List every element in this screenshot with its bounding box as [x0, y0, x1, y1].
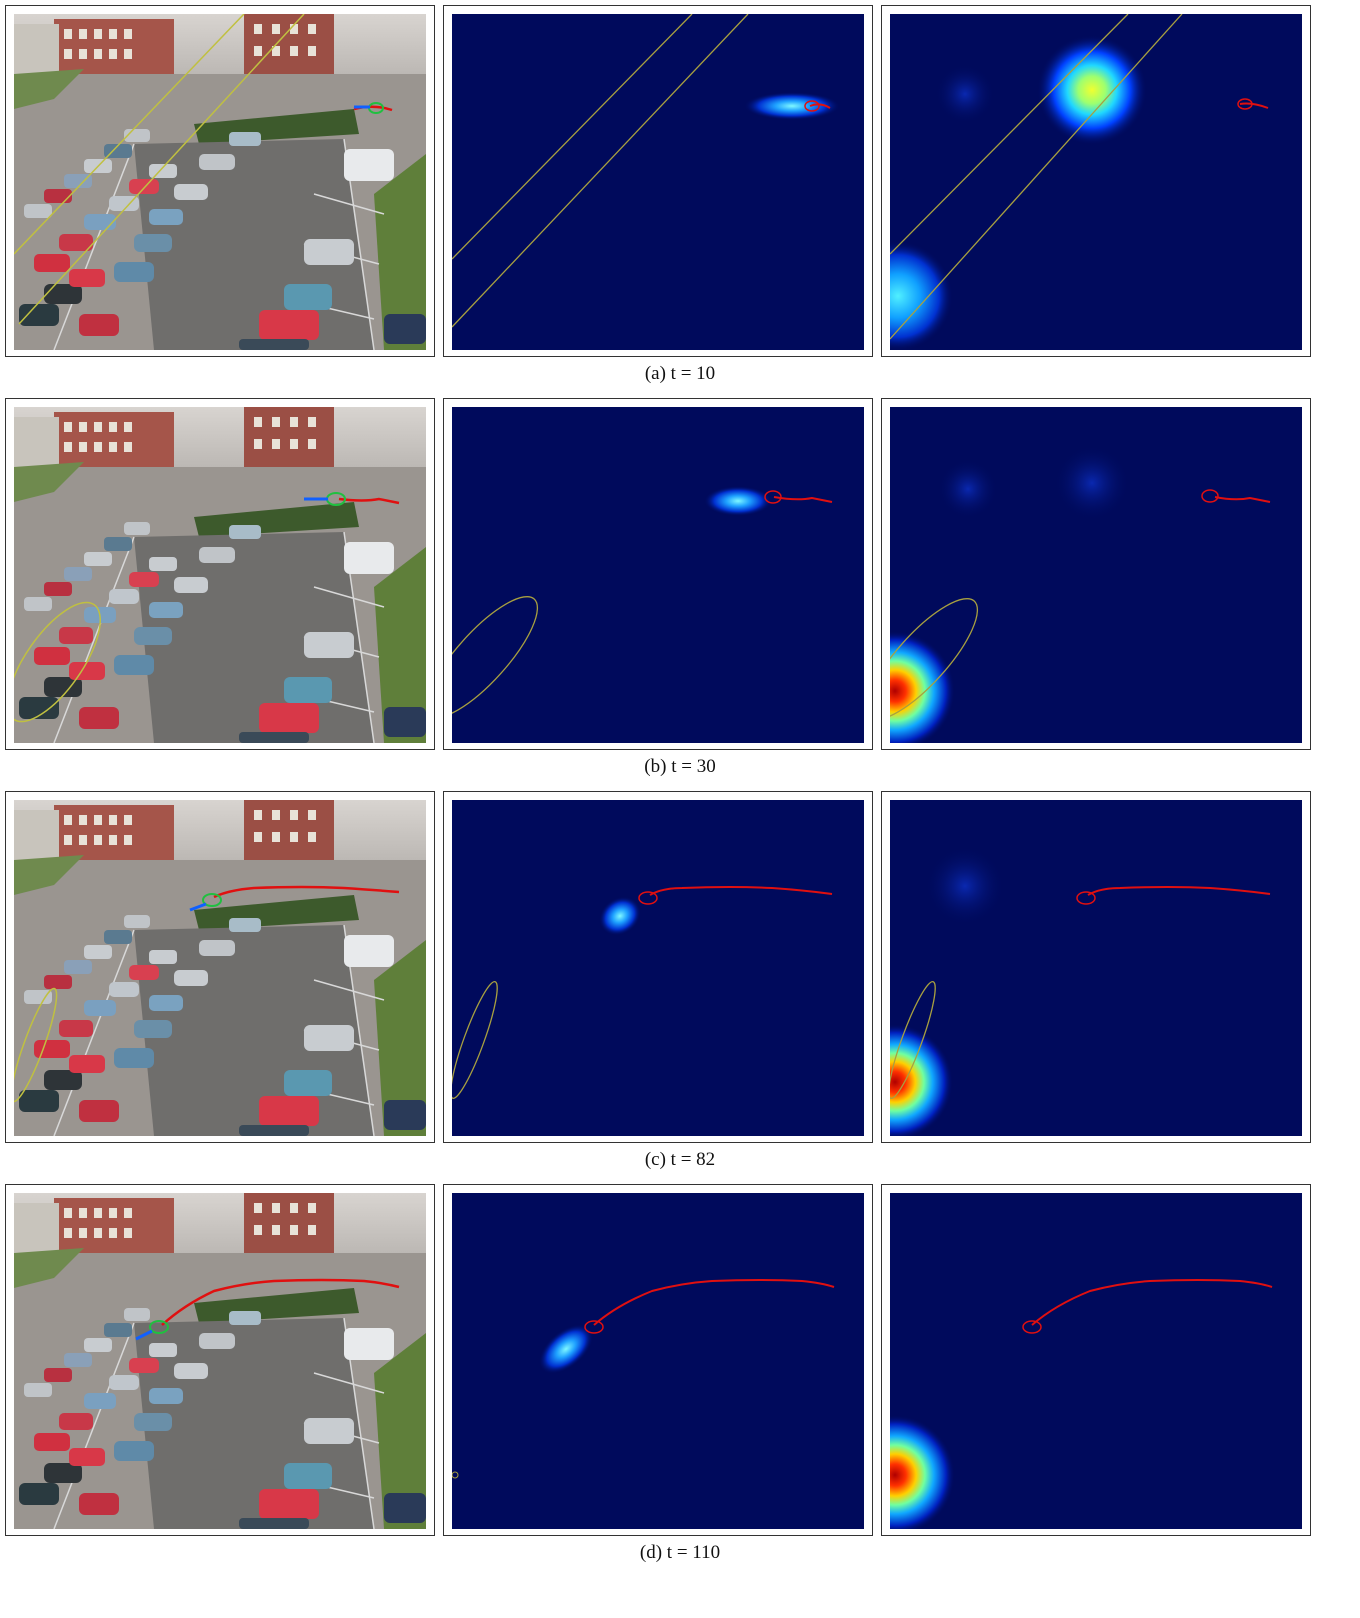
likelihood-blob — [1037, 35, 1147, 145]
scene-frame-d — [5, 1184, 435, 1536]
track-path — [593, 1279, 835, 1326]
posterior-c — [890, 800, 1302, 1136]
track-overlay — [304, 492, 400, 506]
faint-blob — [925, 846, 1005, 926]
prediction-ellipse — [890, 598, 979, 720]
posterior-frame-b — [881, 398, 1311, 750]
heatmap-a — [452, 14, 864, 350]
scene-photo-c — [14, 800, 426, 1136]
track-ellipse — [584, 1320, 604, 1334]
track-ellipse — [1022, 1320, 1042, 1334]
track-path — [809, 103, 831, 109]
track-overlay — [189, 885, 400, 912]
prediction-ellipse — [14, 601, 101, 723]
posterior-frame-a — [881, 5, 1311, 357]
prediction-ellipse — [452, 1471, 459, 1479]
prediction-ellipse — [452, 980, 498, 1100]
prediction-ellipse — [890, 980, 936, 1100]
faint-blob — [938, 459, 998, 519]
posterior-peak — [890, 1415, 955, 1529]
track-ellipse — [1076, 891, 1096, 905]
likelihood-blob — [538, 1324, 594, 1374]
prediction-ellipse — [14, 987, 58, 1103]
track-ellipse — [764, 490, 782, 504]
heatmap-frame-a — [443, 5, 873, 357]
scene-photo-a — [14, 14, 426, 350]
prediction-ellipse — [14, 14, 305, 325]
track-path — [1031, 1279, 1273, 1326]
prediction-ellipse — [452, 14, 749, 328]
heatmap-frame-b — [443, 398, 873, 750]
posterior-frame-d — [881, 1184, 1311, 1536]
prediction-ellipse — [452, 596, 539, 718]
track-ellipse — [804, 100, 820, 112]
posterior-d — [890, 1193, 1302, 1529]
track-path — [1087, 886, 1271, 896]
scene-photo-d — [14, 1193, 426, 1529]
track-overlay — [353, 102, 393, 114]
track-ellipse — [638, 891, 658, 905]
posterior-frame-c — [881, 791, 1311, 1143]
heatmap-c — [452, 800, 864, 1136]
posterior-b — [890, 407, 1302, 743]
track-path — [1239, 102, 1269, 109]
posterior-peak — [890, 631, 955, 743]
likelihood-blob — [744, 92, 840, 120]
heatmap-frame-c — [443, 791, 873, 1143]
prediction-ellipse — [890, 14, 1183, 340]
track-path — [773, 496, 833, 503]
heatmap-d — [452, 1193, 864, 1529]
heatmap-frame-d — [443, 1184, 873, 1536]
caption-a: (a) t = 10 — [644, 363, 716, 384]
posterior-a — [890, 14, 1302, 350]
heatmap-b — [452, 407, 864, 743]
edge-blob — [890, 241, 953, 350]
caption-c: (c) t = 82 — [644, 1149, 716, 1170]
track-overlay — [135, 1278, 400, 1341]
posterior-peak — [890, 1024, 953, 1136]
caption-b: (b) t = 30 — [644, 756, 716, 777]
track-ellipse — [1237, 98, 1253, 110]
track-ellipse — [1201, 489, 1219, 503]
scene-frame-b — [5, 398, 435, 750]
track-path — [1214, 496, 1271, 503]
track-path — [649, 886, 833, 896]
caption-d: (d) t = 110 — [639, 1542, 721, 1563]
scene-photo-b — [14, 407, 426, 743]
faint-blob — [935, 64, 995, 124]
scene-frame-a — [5, 5, 435, 357]
faint-blob — [1054, 445, 1130, 521]
scene-frame-c — [5, 791, 435, 1143]
likelihood-blob — [704, 486, 772, 516]
likelihood-blob — [599, 896, 641, 936]
